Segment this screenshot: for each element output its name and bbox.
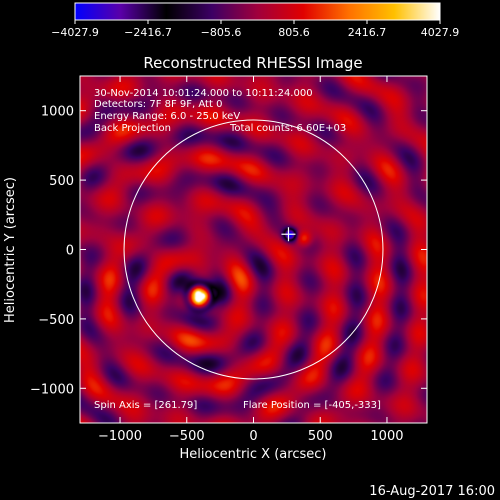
x-tick-label: 500 [308, 429, 333, 444]
colorbar-tick-label: 4027.9 [421, 26, 460, 39]
flare-position-label: Flare Position = [-405,-333] [243, 400, 381, 411]
colorbar-gradient [74, 2, 441, 21]
y-axis-label: Heliocentric Y (arcsec) [3, 177, 18, 323]
x-tick-label: −1000 [98, 429, 142, 444]
y-tick-label: −1000 [30, 382, 74, 397]
y-tick-label: 500 [49, 174, 74, 189]
x-tick-label: 1000 [370, 429, 403, 444]
x-axis-label: Heliocentric X (arcsec) [180, 447, 327, 462]
y-tick-label: −500 [38, 313, 74, 328]
footer-date: 16-Aug-2017 16:00 [369, 484, 495, 499]
info-detectors: Detectors: 7F 8F 9F, Att 0 [94, 99, 222, 110]
info-method: Back Projection [94, 123, 171, 134]
colorbar: −4027.9 −2416.7 −805.6 805.6 2416.7 4027.9 [51, 2, 460, 39]
info-time-range: 30-Nov-2014 10:01:24.000 to 10:11:24.000 [94, 88, 313, 99]
colorbar-tick-label: −4027.9 [51, 26, 99, 39]
reconstructed-image [80, 76, 427, 423]
info-total-counts: Total counts: 6.60E+03 [229, 123, 346, 134]
cross-marker [281, 227, 296, 242]
colorbar-tick-label: −805.6 [201, 26, 242, 39]
x-tick-label: 0 [249, 429, 257, 444]
image-panel: −1000 −500 0 500 1000 1000 500 0 −500 −1000 [30, 75, 428, 444]
spin-axis-label: Spin Axis = [261.79] [94, 400, 197, 411]
colorbar-tick-label: 2416.7 [348, 26, 387, 39]
y-tick-label: 1000 [41, 105, 74, 120]
x-tick-label: −500 [169, 429, 205, 444]
info-block: 30-Nov-2014 10:01:24.000 to 10:11:24.000… [94, 88, 346, 134]
colorbar-tick-label: −2416.7 [124, 26, 172, 39]
plot-title: Reconstructed RHESSI Image [143, 54, 362, 72]
solar-limb [123, 119, 384, 380]
y-tick-label: 0 [66, 244, 74, 259]
info-energy-range: Energy Range: 6.0 - 25.0 keV [94, 111, 240, 122]
colorbar-tick-label: 805.6 [278, 26, 310, 39]
